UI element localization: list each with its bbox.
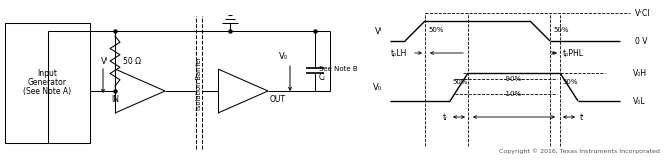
Text: Generator: Generator xyxy=(28,77,67,86)
Text: 0 V: 0 V xyxy=(635,37,648,46)
Bar xyxy=(5,23,90,143)
Text: 50%: 50% xyxy=(452,79,467,85)
Text: tₚPHL: tₚPHL xyxy=(563,48,584,57)
Text: Vᴵ: Vᴵ xyxy=(375,27,382,35)
Text: IN: IN xyxy=(111,95,119,104)
Text: V₀L: V₀L xyxy=(633,96,646,105)
Text: V₀: V₀ xyxy=(373,82,382,91)
Text: -90%-: -90%- xyxy=(503,76,524,82)
Text: Cₗ: Cₗ xyxy=(319,72,326,81)
Text: Isolation Barrier: Isolation Barrier xyxy=(196,56,202,110)
Text: Copyright © 2016, Texas Instruments Incorporated: Copyright © 2016, Texas Instruments Inco… xyxy=(499,148,660,154)
Text: Vᴵ: Vᴵ xyxy=(101,57,108,66)
Text: tⁱ: tⁱ xyxy=(580,113,585,122)
Text: tᵣ: tᵣ xyxy=(443,113,448,122)
Text: 50%: 50% xyxy=(428,27,444,33)
Text: 50%: 50% xyxy=(553,27,569,33)
Text: Input: Input xyxy=(37,68,57,77)
Text: VᶜCI: VᶜCI xyxy=(635,9,650,18)
Text: 50 Ω: 50 Ω xyxy=(123,57,141,66)
Text: -10%-: -10%- xyxy=(503,91,524,97)
Text: V₀: V₀ xyxy=(279,52,288,61)
Text: (See Note A): (See Note A) xyxy=(23,86,72,95)
Text: 50%: 50% xyxy=(562,79,577,85)
Text: OUT: OUT xyxy=(270,95,286,104)
Text: See Note B: See Note B xyxy=(319,66,358,72)
Text: tₚLH: tₚLH xyxy=(391,48,408,57)
Text: V₀H: V₀H xyxy=(633,68,647,77)
